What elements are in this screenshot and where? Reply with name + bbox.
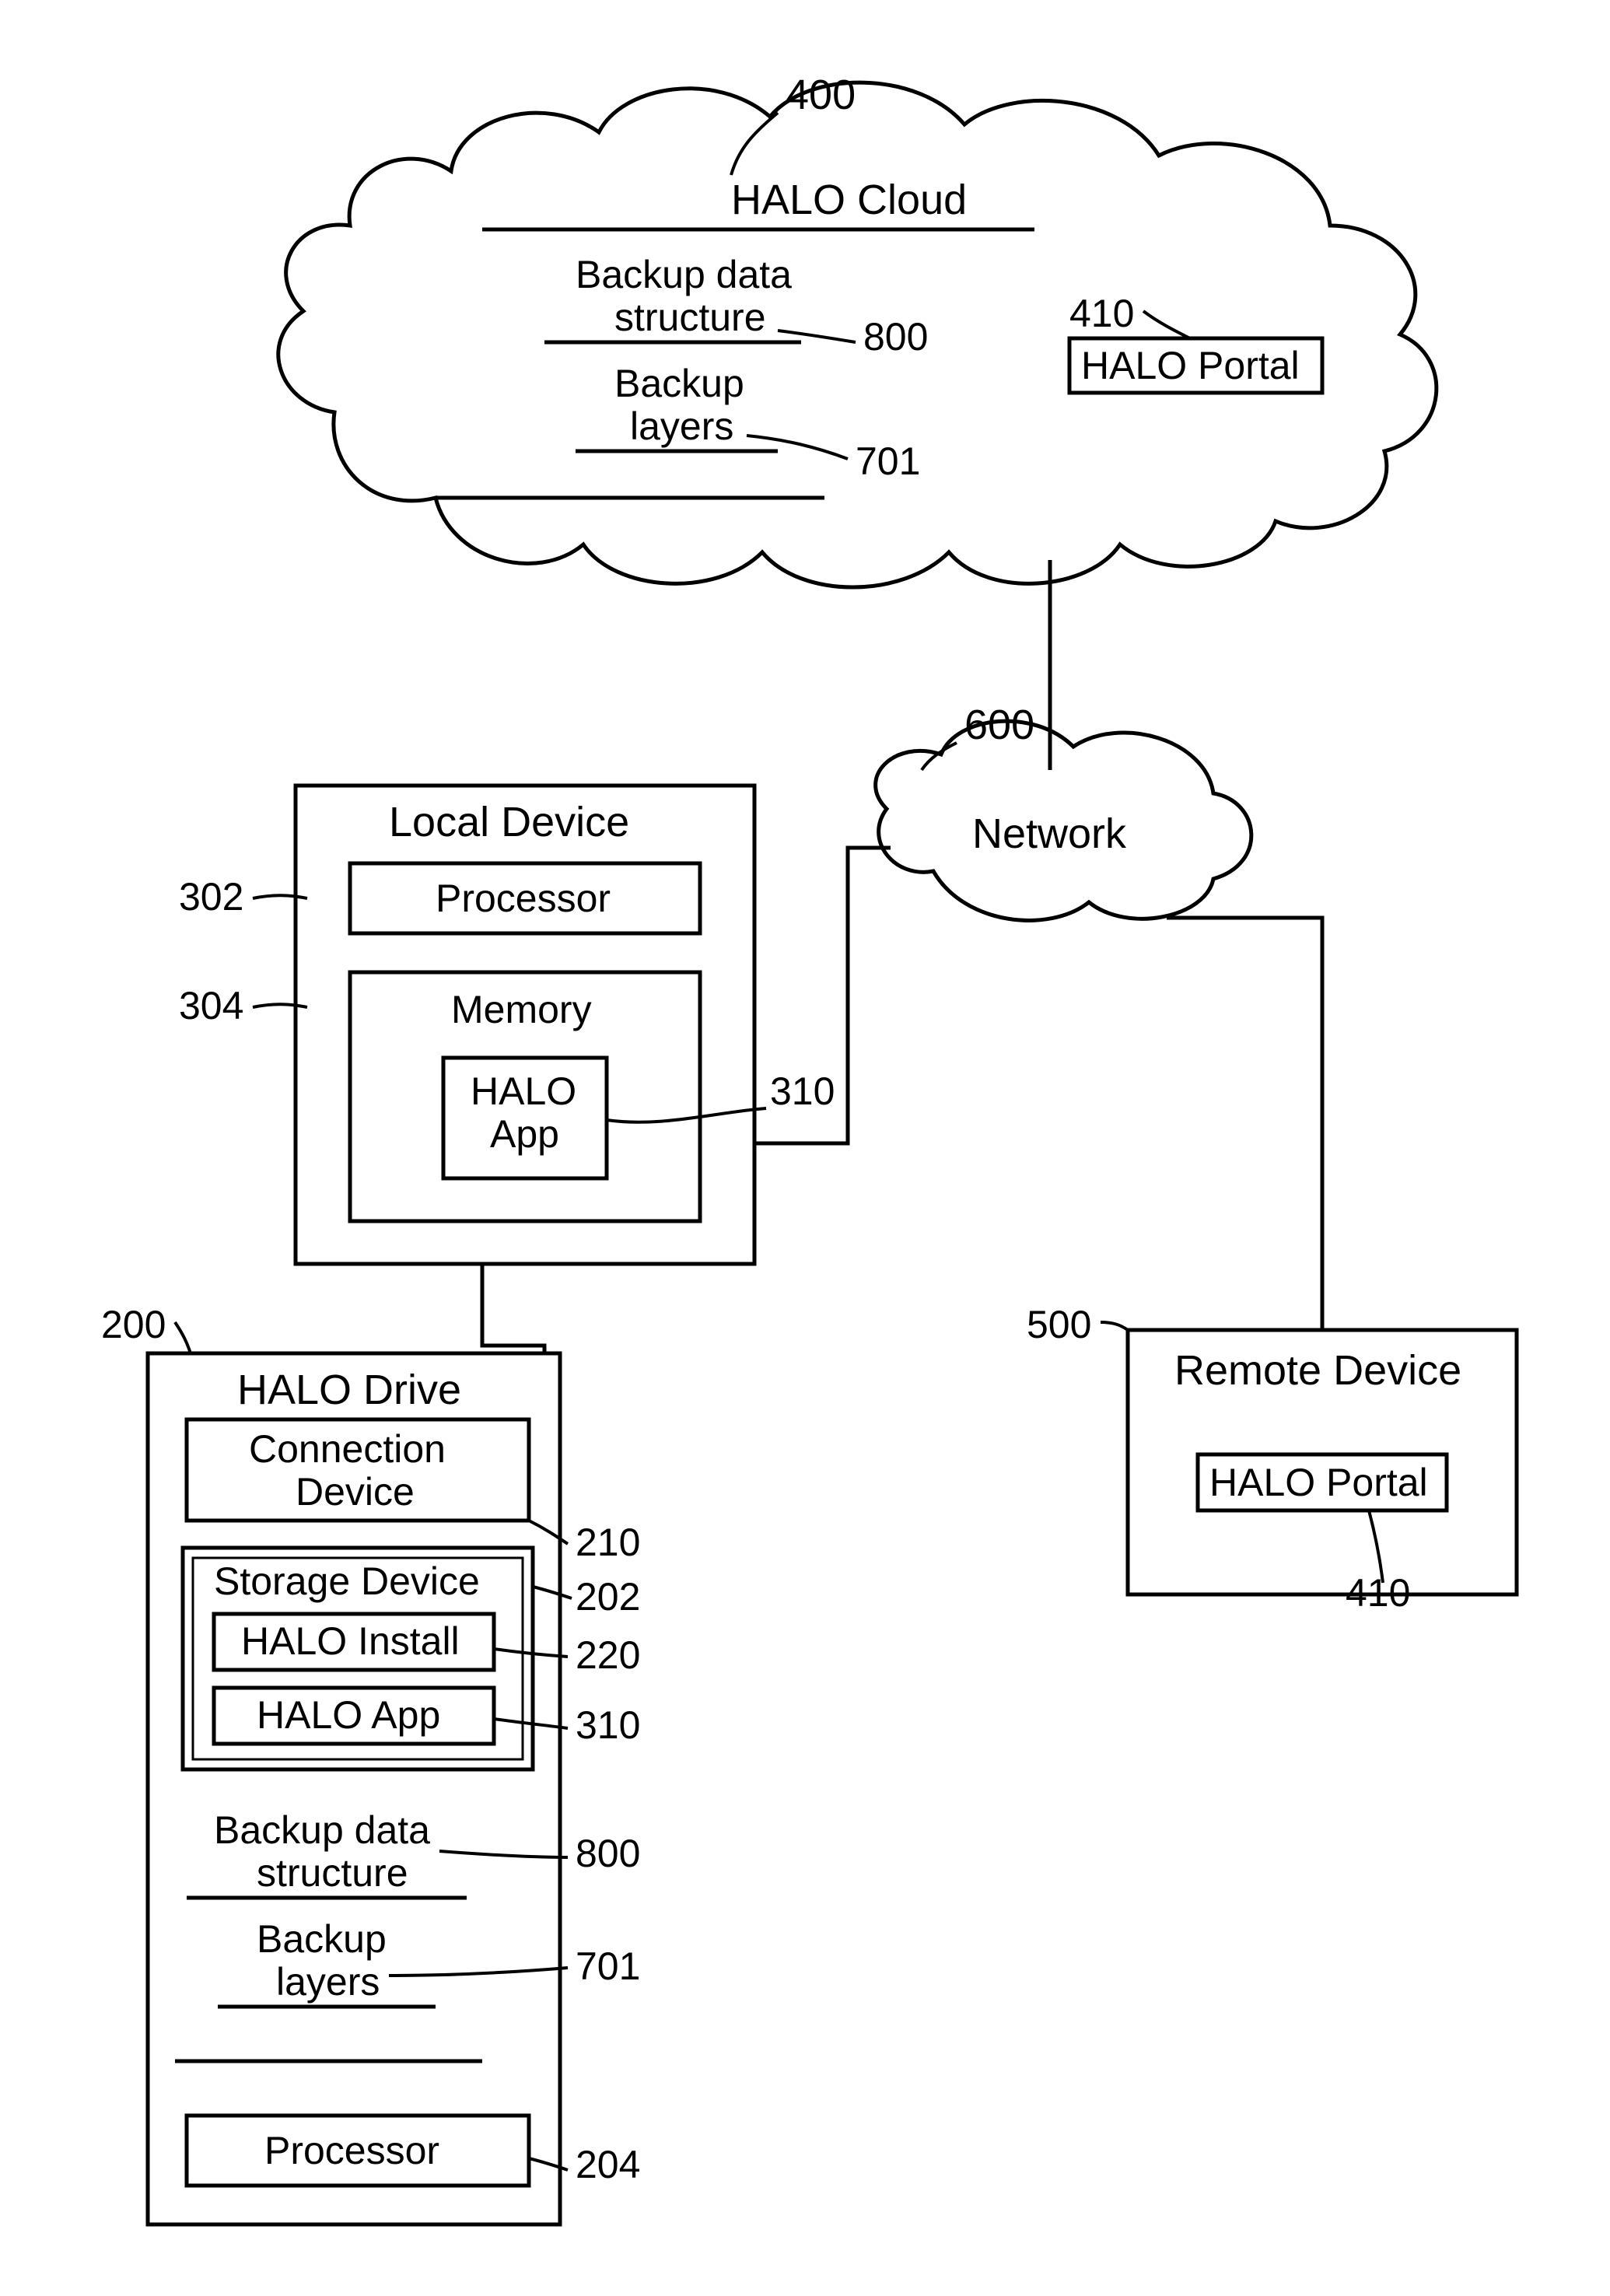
local-halo-app-l1: HALO	[471, 1069, 576, 1113]
diagram: 400 HALO Cloud Backup data structure 800…	[0, 0, 1610, 2296]
leader-410a	[1143, 311, 1190, 338]
remote-device-title: Remote Device	[1174, 1347, 1461, 1394]
ref-410a: 410	[1069, 292, 1134, 335]
cloud-item2-l1: Backup	[614, 362, 744, 405]
connection-device-l1: Connection	[249, 1427, 446, 1471]
leader-400	[731, 113, 778, 175]
ref-304: 304	[179, 984, 243, 1027]
drive-halo-app-label: HALO App	[257, 1693, 440, 1737]
ref-310b: 310	[576, 1703, 640, 1747]
local-device: Local Device Processor 302 Memory 304 HA…	[179, 786, 835, 1264]
remote-device: Remote Device HALO Portal 500 410	[1027, 1303, 1517, 1615]
drive-bl-l1: Backup	[257, 1917, 387, 1961]
ref-202: 202	[576, 1575, 640, 1619]
ref-310a: 310	[770, 1069, 835, 1113]
ref-500: 500	[1027, 1303, 1091, 1346]
halo-cloud: 400 HALO Cloud Backup data structure 800…	[278, 72, 1437, 587]
halo-drive: HALO Drive 200 Connection Device 210 Sto…	[101, 1303, 640, 2224]
ref-302: 302	[179, 875, 243, 919]
cloud-item1-l1: Backup data	[576, 253, 792, 296]
network-cloud: Network 600	[876, 702, 1251, 920]
ref-800a: 800	[863, 315, 928, 359]
local-memory-label: Memory	[451, 988, 592, 1031]
halo-drive-title: HALO Drive	[237, 1367, 461, 1413]
cloud-icon	[278, 82, 1437, 587]
leader-302	[253, 895, 307, 898]
ref-701b: 701	[576, 1944, 640, 1988]
ref-200: 200	[101, 1303, 166, 1346]
local-device-title: Local Device	[389, 799, 629, 845]
network-label: Network	[972, 810, 1127, 857]
leader-200	[175, 1322, 191, 1353]
ref-600: 600	[964, 702, 1034, 748]
ref-400: 400	[786, 72, 856, 118]
ref-210: 210	[576, 1521, 640, 1564]
leader-701a	[747, 436, 848, 459]
cloud-item1-l2: structure	[614, 296, 766, 339]
drive-bds-l1: Backup data	[214, 1808, 430, 1852]
remote-portal-label: HALO Portal	[1209, 1461, 1428, 1504]
ref-410b: 410	[1346, 1571, 1410, 1615]
drive-processor-label: Processor	[264, 2129, 439, 2172]
leader-500	[1101, 1322, 1128, 1330]
ref-800b: 800	[576, 1832, 640, 1875]
leader-304	[253, 1004, 307, 1007]
ref-701a: 701	[856, 439, 920, 483]
drive-bl-l2: layers	[276, 1960, 380, 2004]
conn-network-remote	[1167, 918, 1322, 1330]
storage-device-label: Storage Device	[214, 1559, 480, 1603]
drive-bds-l2: structure	[257, 1851, 408, 1895]
cloud-item2-l2: layers	[630, 404, 733, 448]
leader-600	[922, 743, 957, 770]
local-processor-label: Processor	[436, 877, 611, 920]
ref-204: 204	[576, 2143, 640, 2186]
connection-device-l2: Device	[296, 1470, 415, 1514]
cloud-portal-label: HALO Portal	[1081, 344, 1300, 387]
local-halo-app-l2: App	[490, 1112, 559, 1156]
cloud-title: HALO Cloud	[731, 177, 967, 223]
ref-220: 220	[576, 1633, 640, 1677]
halo-install-label: HALO Install	[241, 1619, 460, 1663]
